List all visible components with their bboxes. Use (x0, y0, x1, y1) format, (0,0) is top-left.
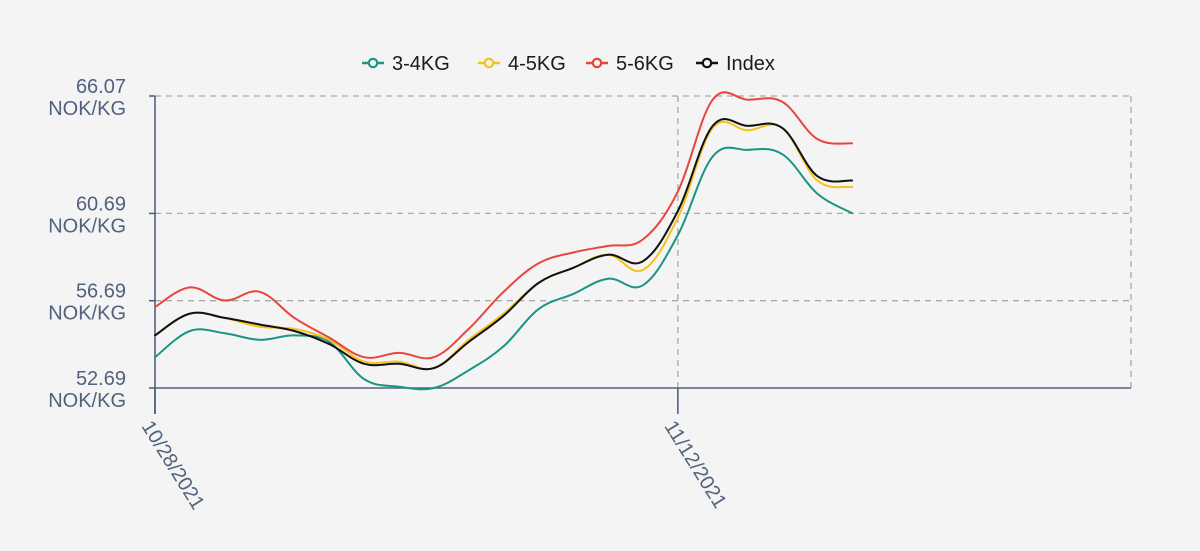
y-tick-unit-label: NOK/KG (48, 215, 126, 237)
y-tick-label: 60.69 (76, 193, 126, 215)
series-line-5-6kg (154, 91, 854, 360)
legend-label: 4-5KG (508, 53, 566, 75)
y-tick-label: 66.07 (76, 76, 126, 98)
y-tick-unit-label: NOK/KG (48, 303, 126, 325)
legend-circle-marker (367, 57, 379, 69)
legend-item-index[interactable]: Index (696, 53, 775, 75)
legend-item-3-4kg[interactable]: 3-4KG (362, 53, 450, 75)
series-line-3-4kg (154, 146, 854, 391)
x-axis-labels: 10/28/2021 11/12/2021 (137, 417, 731, 514)
x-tick-label: 10/28/2021 (137, 417, 209, 514)
legend-item-5-6kg[interactable]: 5-6KG (586, 53, 674, 75)
series-line-4-5kg (154, 120, 854, 371)
legend-circle-marker (701, 57, 713, 69)
y-tick-unit-label: NOK/KG (48, 98, 126, 120)
x-tick-label: 11/12/2021 (660, 417, 731, 512)
legend-circle-marker (483, 57, 495, 69)
legend-label: 3-4KG (392, 53, 450, 75)
y-tick-label: 56.69 (76, 281, 126, 303)
y-tick-label: 52.69 (76, 368, 126, 390)
series-line-index (154, 118, 854, 371)
legend-circle-marker (591, 57, 603, 69)
legend-label: Index (726, 53, 775, 75)
legend-item-4-5kg[interactable]: 4-5KG (478, 53, 566, 75)
legend-label: 5-6KG (616, 53, 674, 75)
y-tick-unit-label: NOK/KG (48, 390, 126, 412)
series-group (154, 91, 854, 391)
grid (155, 95, 1132, 388)
y-axis-labels: 52.69NOK/KG56.69NOK/KG60.69NOK/KG66.07NO… (48, 76, 126, 412)
legend: 3-4KG 4-5KG 5-6KG Index (362, 53, 775, 75)
axes (149, 95, 1131, 414)
